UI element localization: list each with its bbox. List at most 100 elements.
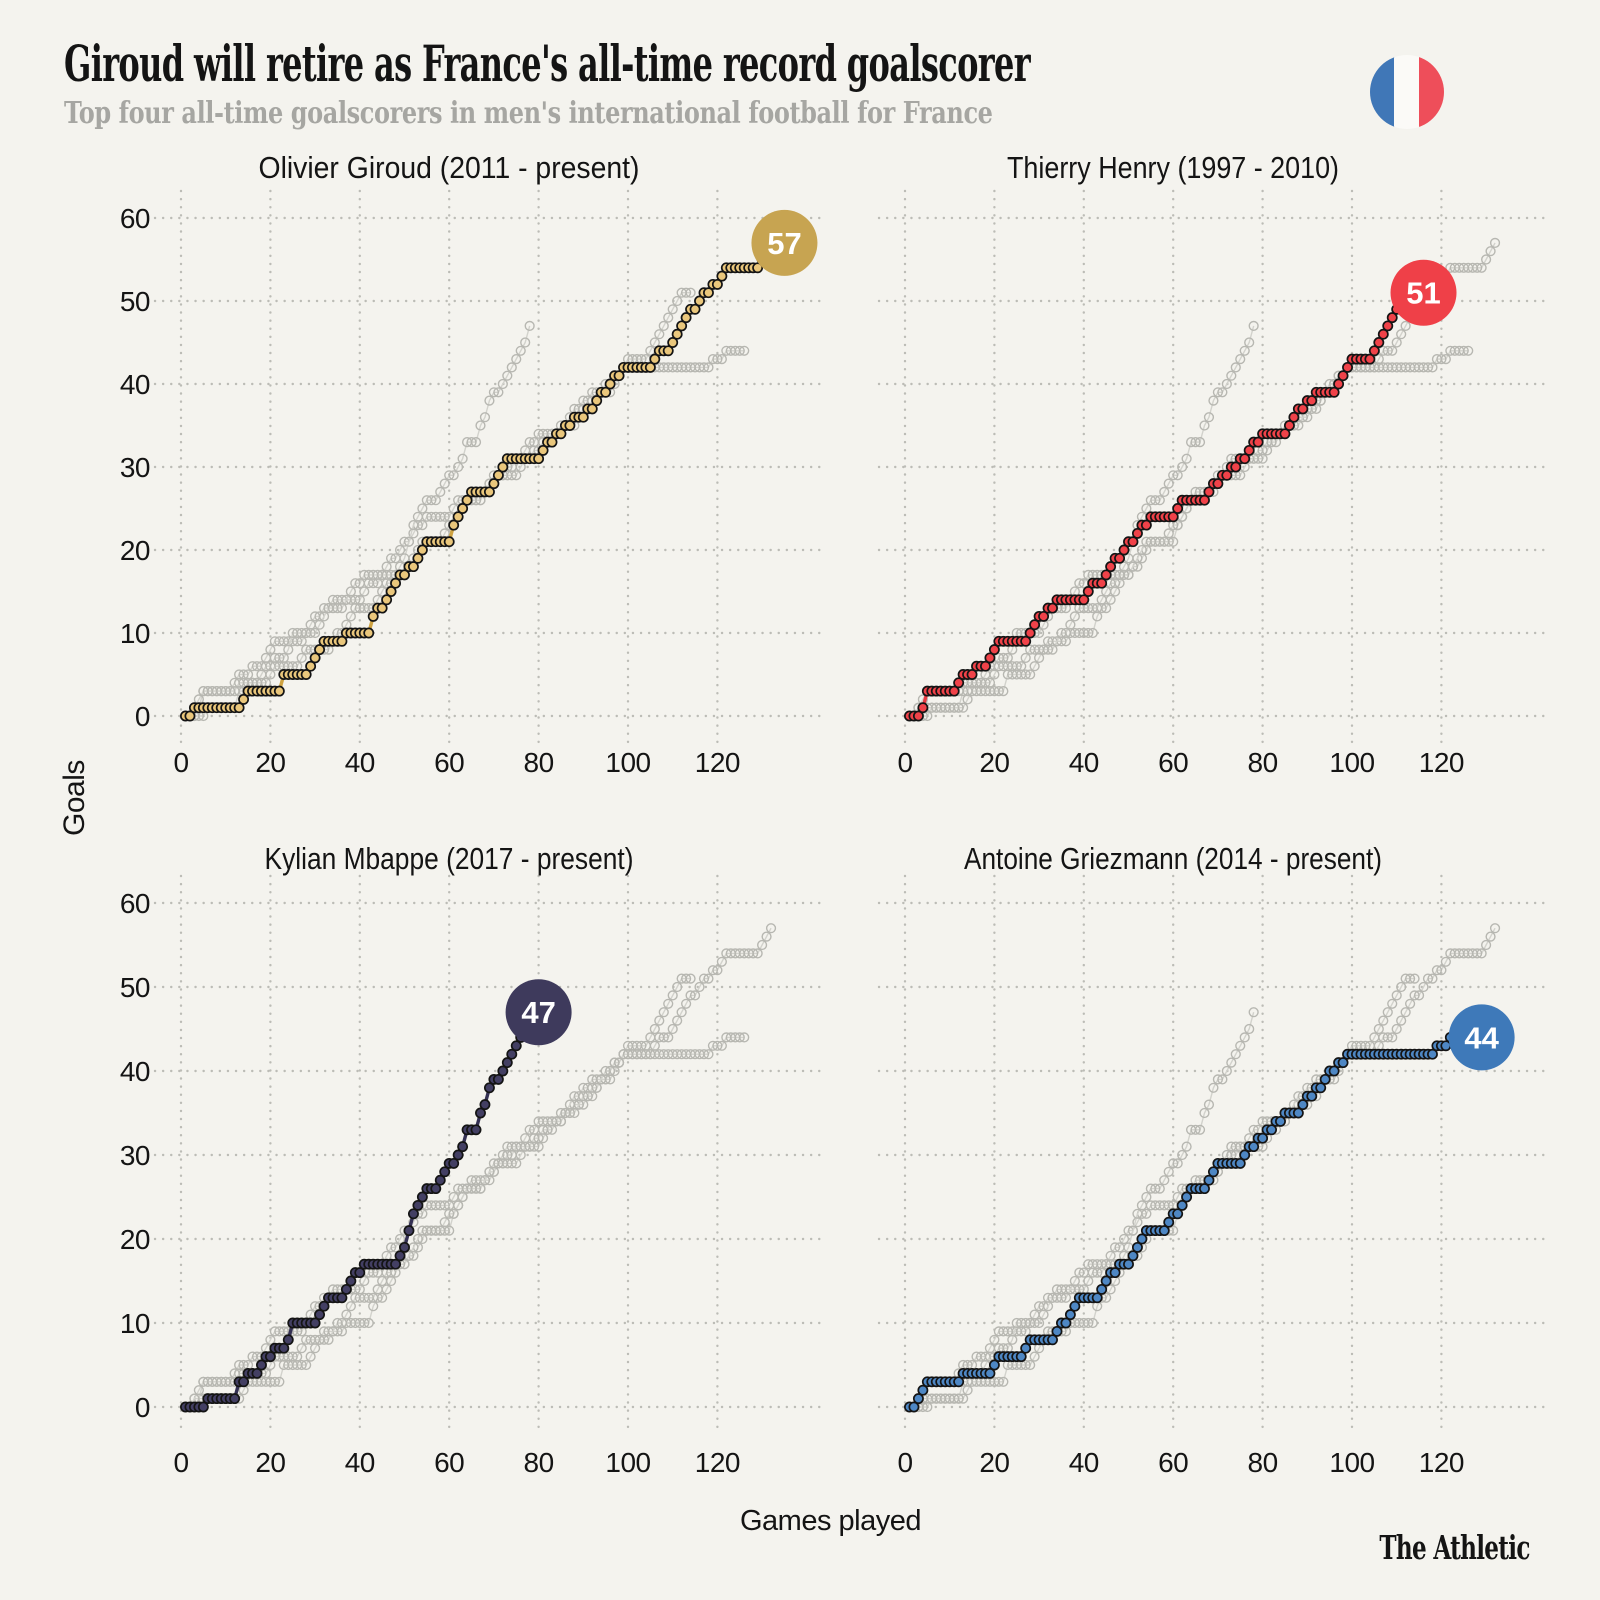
- data-point: [649, 353, 661, 365]
- data-point: [340, 1283, 352, 1295]
- data-point: [1105, 561, 1117, 573]
- data-point: [1131, 527, 1143, 539]
- data-point: [1368, 345, 1380, 357]
- data-point: [1181, 1191, 1193, 1203]
- data-point: [318, 1300, 330, 1312]
- data-point: [676, 320, 688, 332]
- end-badge-mbappe: 47: [505, 979, 572, 1046]
- data-point: [390, 577, 402, 589]
- series-gray-mbappe: [904, 320, 1259, 722]
- x-tick-label: 40: [345, 747, 375, 778]
- y-tick-label: 60: [120, 888, 150, 919]
- data-point: [1015, 1351, 1027, 1363]
- data-point: [1306, 1090, 1318, 1102]
- end-badge-giroud: 57: [751, 209, 818, 276]
- y-axis-title: Goals: [58, 760, 91, 836]
- x-tick-label: 0: [173, 1447, 188, 1478]
- data-point: [229, 1393, 241, 1405]
- data-point: [238, 693, 250, 705]
- data-point: [1082, 586, 1094, 597]
- flag-blue-stripe: [1370, 55, 1396, 129]
- data-point: [1060, 1317, 1072, 1329]
- y-tick-label: 0: [135, 701, 150, 732]
- data-point: [711, 278, 723, 290]
- data-point: [1239, 453, 1251, 465]
- data-point: [1136, 1233, 1148, 1245]
- data-point: [1051, 1325, 1063, 1337]
- data-point: [671, 328, 683, 340]
- data-point: [980, 660, 991, 672]
- x-tick-labels: 0 20 40 60 80 100 120: [173, 1447, 740, 1478]
- x-tick-label: 20: [979, 1447, 1009, 1478]
- data-point: [278, 1342, 290, 1354]
- data-point: [537, 444, 549, 456]
- x-tick-label: 40: [1069, 747, 1099, 778]
- x-tick-label: 0: [897, 1447, 912, 1478]
- x-tick-labels: 0 20 40 60 80 100 120: [897, 1447, 1464, 1478]
- data-point: [1100, 1275, 1112, 1287]
- flag-white-stripe: [1394, 55, 1420, 129]
- data-point: [1315, 1082, 1327, 1094]
- series-mbappe: [180, 1006, 536, 1413]
- y-tick-label: 20: [120, 1224, 150, 1255]
- data-point: [367, 610, 379, 622]
- x-tick-label: 0: [173, 747, 188, 778]
- y-tick-label: 30: [120, 1140, 150, 1171]
- data-point: [1131, 1241, 1143, 1253]
- data-point: [1337, 1057, 1349, 1069]
- data-point: [1377, 328, 1389, 340]
- x-tick-label: 60: [434, 747, 464, 778]
- data-point: [988, 1359, 1000, 1371]
- end-badge-henry: 51: [1390, 259, 1457, 326]
- panel-griezmann: 0 20 40 60 80 100 120 Antoine Griezmann (2014 -…: [877, 841, 1547, 1478]
- data-point: [1297, 1099, 1309, 1111]
- data-point: [510, 1040, 522, 1052]
- end-badge-griezmann: 44: [1448, 1004, 1515, 1071]
- data-point: [912, 710, 924, 722]
- data-point: [282, 1334, 294, 1346]
- page-subtitle: Top four all-time goalscorers in men's i…: [64, 96, 993, 131]
- data-point: [314, 644, 326, 656]
- data-point: [752, 262, 764, 274]
- data-point: [434, 1174, 446, 1186]
- data-point: [1319, 1073, 1331, 1085]
- data-point: [403, 1225, 415, 1237]
- data-point: [363, 627, 375, 639]
- data-point: [488, 478, 500, 490]
- series-henry: [904, 287, 1421, 722]
- data-point: [501, 1057, 513, 1069]
- data-point: [667, 337, 679, 348]
- data-point: [1163, 1216, 1175, 1228]
- data-point: [917, 1384, 929, 1396]
- data-point: [1234, 1157, 1246, 1169]
- data-point: [1047, 1334, 1058, 1346]
- x-tick-label: 20: [979, 747, 1009, 778]
- data-point: [1203, 1174, 1215, 1186]
- series-griezmann: [904, 1031, 1474, 1413]
- data-point: [430, 1183, 442, 1195]
- data-point: [600, 386, 612, 398]
- data-point: [694, 295, 705, 307]
- data-point: [1364, 353, 1376, 365]
- data-point: [1078, 594, 1090, 606]
- gridlines: [877, 874, 1547, 1436]
- data-point: [416, 544, 428, 556]
- data-point: [1096, 577, 1108, 589]
- data-point: [546, 436, 558, 448]
- data-point: [1230, 461, 1242, 473]
- data-point: [1109, 1267, 1121, 1279]
- data-point: [354, 1267, 366, 1279]
- data-point: [1243, 444, 1255, 456]
- series-gray-mbappe: [180, 320, 535, 722]
- data-point: [1275, 1115, 1286, 1127]
- data-point: [1306, 395, 1318, 407]
- data-point: [1342, 361, 1353, 373]
- data-point: [407, 561, 419, 573]
- data-point: [1029, 619, 1041, 631]
- data-point: [966, 669, 978, 680]
- france-flag-icon: [1370, 55, 1444, 129]
- data-point: [412, 552, 424, 564]
- data-point: [1328, 1065, 1340, 1077]
- data-point: [716, 270, 728, 282]
- data-point: [407, 1208, 419, 1220]
